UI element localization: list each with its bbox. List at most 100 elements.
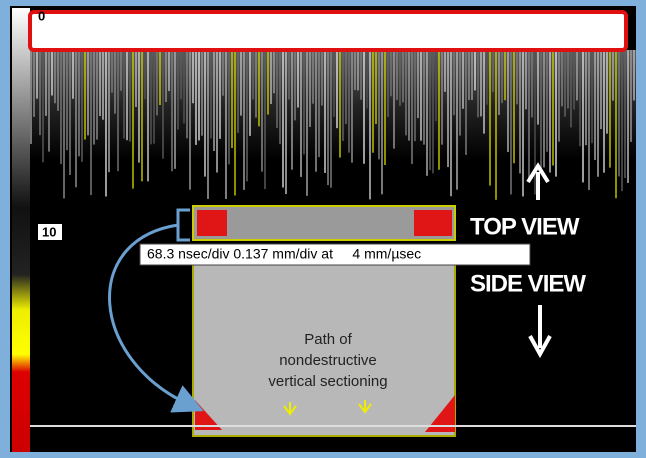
streak bbox=[498, 50, 500, 115]
streak bbox=[111, 50, 113, 93]
streak bbox=[420, 50, 422, 141]
streak bbox=[507, 50, 509, 152]
streak bbox=[57, 50, 59, 111]
streak bbox=[114, 50, 116, 114]
streak bbox=[432, 50, 434, 173]
streak bbox=[195, 50, 197, 145]
streak bbox=[486, 50, 488, 105]
streak bbox=[468, 50, 470, 100]
streak bbox=[78, 50, 80, 156]
streak bbox=[426, 50, 428, 176]
streak bbox=[156, 50, 158, 115]
streak bbox=[453, 50, 455, 115]
streak bbox=[537, 50, 539, 125]
streak bbox=[576, 50, 578, 100]
streak bbox=[624, 50, 626, 178]
streak bbox=[564, 50, 566, 117]
streak bbox=[102, 50, 104, 120]
streak bbox=[270, 50, 272, 104]
streak bbox=[204, 50, 206, 177]
streak bbox=[543, 50, 545, 167]
streak bbox=[234, 50, 236, 196]
streak bbox=[381, 50, 383, 194]
streak bbox=[165, 50, 167, 102]
streak bbox=[132, 50, 134, 189]
streak bbox=[243, 50, 245, 190]
streak bbox=[327, 50, 329, 185]
streak bbox=[549, 50, 551, 173]
streak bbox=[276, 50, 278, 128]
streak bbox=[399, 50, 401, 106]
streak bbox=[261, 50, 263, 172]
streak bbox=[387, 50, 389, 117]
streak bbox=[144, 50, 146, 99]
top-band bbox=[30, 12, 626, 50]
streak bbox=[402, 50, 404, 102]
streak bbox=[405, 50, 407, 135]
streak bbox=[231, 50, 233, 148]
streak bbox=[183, 50, 185, 123]
streak bbox=[303, 50, 305, 154]
side-view-block bbox=[193, 262, 455, 436]
streak bbox=[606, 50, 608, 134]
streak bbox=[495, 50, 497, 200]
streak bbox=[546, 50, 548, 152]
streak bbox=[459, 50, 461, 136]
streak bbox=[591, 50, 593, 143]
streak bbox=[309, 50, 311, 127]
streak bbox=[558, 50, 560, 142]
streak bbox=[600, 50, 602, 129]
streak bbox=[249, 50, 251, 136]
streak bbox=[54, 50, 56, 103]
streak bbox=[147, 50, 149, 181]
streak bbox=[363, 50, 365, 164]
streak bbox=[264, 50, 266, 189]
streak bbox=[474, 50, 476, 90]
streak bbox=[45, 50, 47, 116]
streak bbox=[414, 50, 416, 141]
streak bbox=[510, 50, 512, 194]
streak bbox=[540, 50, 542, 174]
streak bbox=[393, 50, 395, 149]
streak bbox=[117, 50, 119, 171]
streak bbox=[219, 50, 221, 139]
streak bbox=[60, 50, 62, 164]
streak bbox=[168, 50, 170, 91]
streak bbox=[39, 50, 41, 135]
streak bbox=[615, 50, 617, 198]
streak bbox=[555, 50, 557, 177]
streak bbox=[30, 50, 32, 144]
streak bbox=[573, 50, 575, 109]
streak bbox=[408, 50, 410, 141]
annotation-line: Path of bbox=[304, 331, 352, 348]
streak bbox=[282, 50, 284, 188]
streak bbox=[300, 50, 302, 177]
streak bbox=[51, 50, 53, 96]
streak bbox=[207, 50, 209, 199]
streak bbox=[210, 50, 212, 138]
streak bbox=[552, 50, 554, 166]
streak bbox=[372, 50, 374, 153]
top-view-label: TOP VIEW bbox=[470, 213, 580, 240]
streak bbox=[180, 50, 182, 99]
streak bbox=[366, 50, 368, 108]
streak bbox=[315, 50, 317, 172]
streak bbox=[522, 50, 524, 196]
streak bbox=[105, 50, 107, 197]
streak bbox=[141, 50, 143, 181]
streak bbox=[345, 50, 347, 124]
streak bbox=[501, 50, 503, 103]
streak bbox=[171, 50, 173, 171]
streak bbox=[42, 50, 44, 162]
streak bbox=[153, 50, 155, 144]
streak bbox=[120, 50, 122, 91]
streak bbox=[456, 50, 458, 190]
scan-screenshot: 0 10 68.3 nsec/div 0.137 mm/div at 4 mm/… bbox=[0, 0, 646, 458]
streak bbox=[285, 50, 287, 194]
streak bbox=[252, 50, 254, 99]
streak bbox=[126, 50, 128, 140]
streak bbox=[582, 50, 584, 182]
streak bbox=[585, 50, 587, 145]
streak bbox=[618, 50, 620, 176]
streak bbox=[291, 50, 293, 170]
